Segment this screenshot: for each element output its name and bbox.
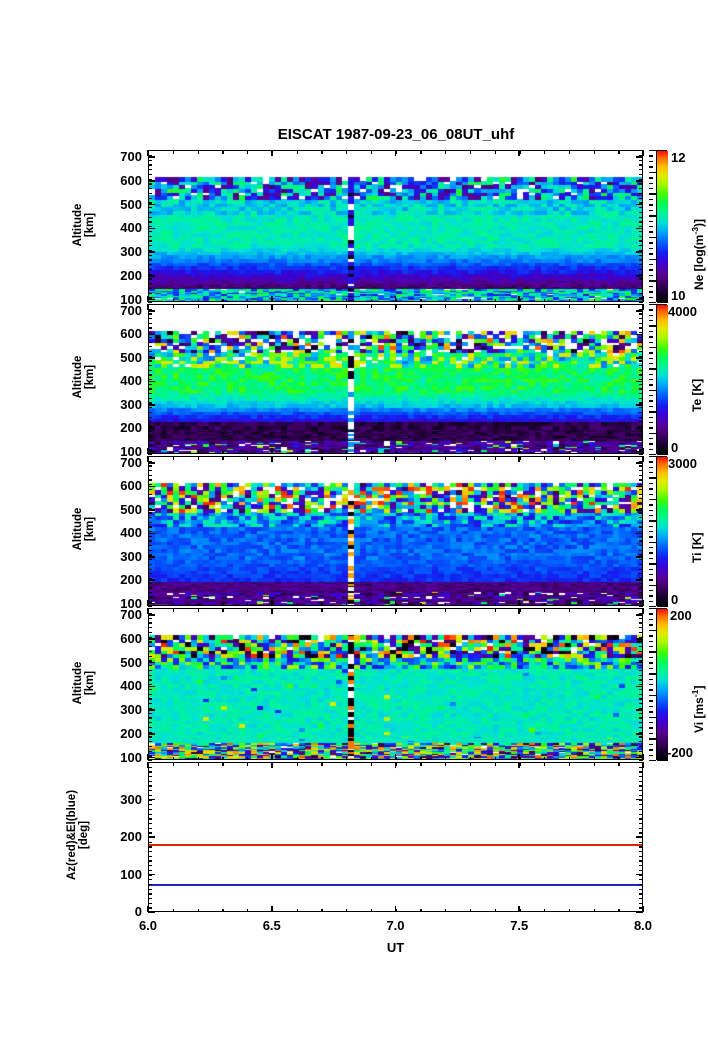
colorbar-ti-max-label: 3000 xyxy=(668,456,697,471)
colorbar-ne-max-label: 12 xyxy=(671,150,686,165)
colorbar-vi-max-label: 200 xyxy=(670,608,692,623)
colorbar-ne-min-label: 10 xyxy=(671,288,686,303)
y-tick-label: 500 xyxy=(120,501,142,517)
x-tick-label: 7.0 xyxy=(386,918,405,933)
colorbar-ti-title-text: Ti [K] xyxy=(690,532,704,563)
x-tick-label: 8.0 xyxy=(633,918,653,933)
panel-azel-yaxis-title: Az(red)&El(blue) [deg] xyxy=(66,760,90,910)
colorbar-vi xyxy=(656,608,668,761)
colorbar-ti-title: Ti [K] xyxy=(690,533,704,563)
y-tick-label: 500 xyxy=(120,196,142,212)
y-tick-label: 700 xyxy=(120,303,142,319)
y-tick-label: 600 xyxy=(120,478,142,494)
y-tick-label: 300 xyxy=(120,548,142,564)
yaxis-title-line1: Altitude xyxy=(72,661,84,705)
colorbar-vi-title: Vi [ms-1] xyxy=(690,686,706,733)
panel-te-yaxis-title: Altitude [km] xyxy=(72,302,96,452)
y-tick-label: 300 xyxy=(120,244,142,260)
colorbar-te xyxy=(656,304,668,455)
colorbar-ne-title-text: Ne [log(m xyxy=(692,234,706,290)
elevation-line xyxy=(149,884,642,886)
x-tick-label: 7.5 xyxy=(510,918,529,933)
colorbar-ne-title-sup: -3 xyxy=(690,226,700,235)
y-tick-label: 700 xyxy=(120,607,142,623)
yaxis-title-line1: Altitude xyxy=(72,507,84,551)
y-tick-label: 600 xyxy=(120,326,142,342)
y-tick-label: 400 xyxy=(120,678,142,694)
yaxis-title-line2: [km] xyxy=(84,670,96,696)
panel-azel xyxy=(148,762,643,912)
panel-ne-yaxis-title: Altitude [km] xyxy=(72,150,96,300)
colorbar-ne-title: Ne [log(m-3)] xyxy=(690,219,706,290)
y-tick-label: 200 xyxy=(120,572,142,588)
y-tick-label: 100 xyxy=(120,749,142,765)
x-tick-label: 6.0 xyxy=(138,918,158,933)
y-tick-label: 200 xyxy=(120,267,142,283)
y-tick-label: 200 xyxy=(120,725,142,741)
y-tick-label: 700 xyxy=(120,455,142,471)
panel-vi xyxy=(148,608,643,760)
y-tick-label: 600 xyxy=(120,172,142,188)
colorbar-vi-title-sup: -1 xyxy=(690,689,700,698)
y-tick-label: 400 xyxy=(120,373,142,389)
y-tick-label: 200 xyxy=(120,420,142,436)
colorbar-vi-title-end: ] xyxy=(692,685,706,690)
y-tick-label: 500 xyxy=(120,349,142,365)
colorbar-te-max-label: 4000 xyxy=(668,304,697,319)
y-tick-label: 400 xyxy=(120,220,142,236)
y-tick-label: 100 xyxy=(120,443,142,459)
y-tick-label: 300 xyxy=(120,791,142,807)
yaxis-title-line2: [km] xyxy=(84,516,96,542)
y-tick-label: 500 xyxy=(120,654,142,670)
y-tick-label: 400 xyxy=(120,525,142,541)
panel-ti xyxy=(148,456,643,606)
yaxis-title-line1: Altitude xyxy=(72,355,84,399)
y-tick-label: 300 xyxy=(120,396,142,412)
yaxis-title-line2: [deg] xyxy=(78,820,90,850)
colorbar-ti-min-label: 0 xyxy=(671,592,679,607)
colorbar-vi-min-label: -200 xyxy=(667,745,694,760)
xaxis-title: UT xyxy=(386,940,405,955)
colorbar-vi-title-text: Vi [ms xyxy=(692,697,706,733)
y-tick-label: 700 xyxy=(120,149,142,165)
colorbar-te-title: Te [K] xyxy=(690,379,704,412)
y-tick-label: 100 xyxy=(120,595,142,611)
x-tick-label: 6.5 xyxy=(262,918,281,933)
y-tick-label: 100 xyxy=(120,866,142,882)
azimuth-line xyxy=(149,843,642,847)
colorbar-ti xyxy=(656,456,668,607)
colorbar-ne xyxy=(656,150,668,303)
colorbar-ne-title-end: )] xyxy=(692,218,706,227)
y-tick-label: 200 xyxy=(120,829,142,844)
panel-ti-yaxis-title: Altitude [km] xyxy=(72,454,96,604)
yaxis-title-line2: [km] xyxy=(84,364,96,390)
page-title: EISCAT 1987-09-23_06_08UT_uhf xyxy=(277,126,515,143)
y-tick-label: 600 xyxy=(120,630,142,646)
panel-vi-yaxis-title: Altitude [km] xyxy=(72,608,96,758)
yaxis-title-line1: Altitude xyxy=(72,203,84,247)
y-tick-label: 300 xyxy=(120,702,142,718)
yaxis-title-line1: Az(red)&El(blue) xyxy=(66,789,78,881)
yaxis-title-line2: [km] xyxy=(84,212,96,238)
y-tick-label: 0 xyxy=(134,904,142,919)
panel-ne xyxy=(148,150,643,302)
panel-te xyxy=(148,304,643,454)
y-tick-label: 100 xyxy=(120,291,142,307)
colorbar-te-title-text: Te [K] xyxy=(690,378,704,412)
colorbar-te-min-label: 0 xyxy=(671,440,679,455)
